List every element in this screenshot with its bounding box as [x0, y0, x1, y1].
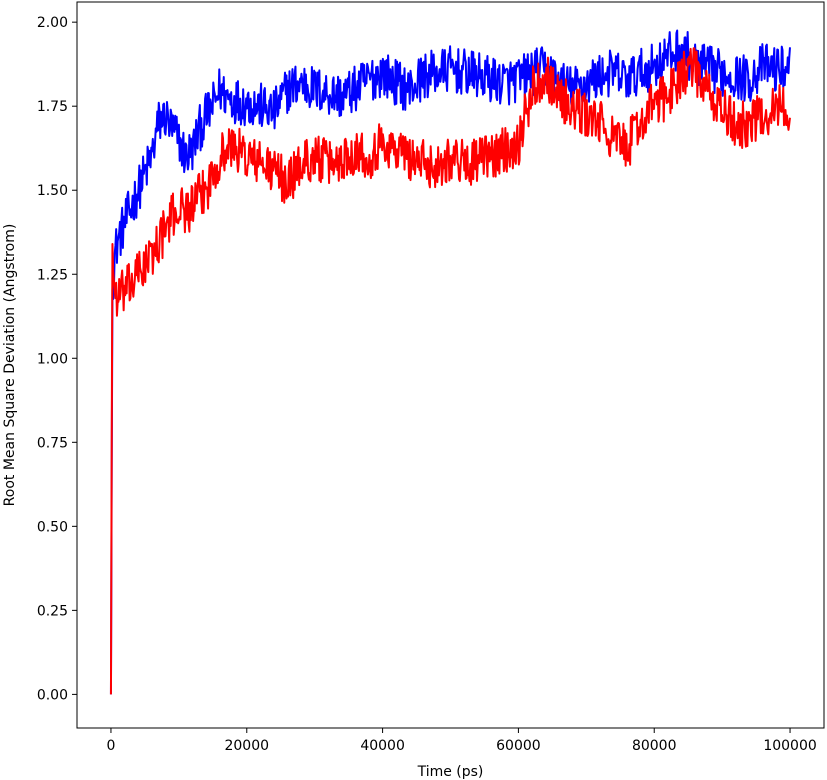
x-tick-label: 60000 [496, 738, 541, 754]
y-tick-label: 1.50 [37, 183, 68, 199]
y-tick-label: 2.00 [37, 15, 68, 31]
series-line-2 [109, 47, 791, 695]
plot-lines [109, 29, 791, 695]
y-tick-label: 0.50 [37, 519, 68, 535]
x-axis-label: Time (ps) [417, 764, 484, 780]
y-tick-label: 0.75 [37, 435, 68, 451]
x-tick-label: 100000 [763, 738, 816, 754]
series-line-1 [109, 29, 791, 695]
y-axis: 0.00 0.25 0.50 0.75 1.00 1.25 1.50 1.75 2.00 [37, 15, 77, 703]
x-tick-label: 40000 [360, 738, 405, 754]
y-tick-label: 1.25 [37, 267, 68, 283]
y-tick-label: 1.00 [37, 351, 68, 367]
y-tick-label: 1.75 [37, 99, 68, 115]
x-axis: 0 20000 40000 60000 80000 100000 [106, 728, 817, 754]
y-axis-label: Root Mean Square Deviation (Angstrom) [2, 224, 18, 507]
plot-frame [76, 1, 825, 729]
y-tick-label: 0.00 [37, 687, 68, 703]
y-tick-label: 0.25 [37, 603, 68, 619]
x-tick-label: 0 [106, 738, 115, 754]
x-tick-label: 80000 [632, 738, 677, 754]
x-tick-label: 20000 [224, 738, 269, 754]
